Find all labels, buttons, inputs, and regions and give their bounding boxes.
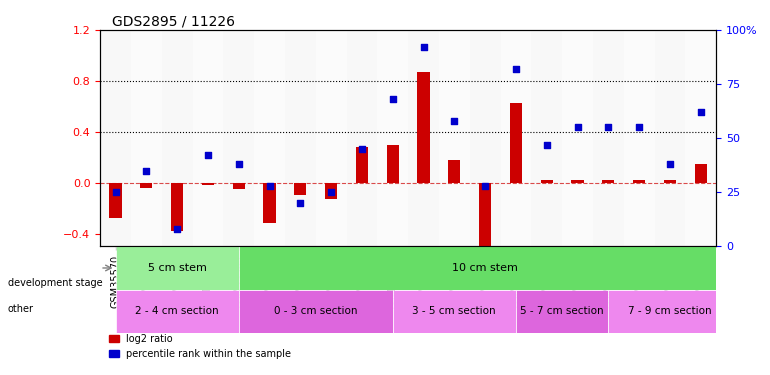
- Bar: [695, 164, 707, 183]
- Bar: [233, 183, 245, 189]
- Point: [664, 161, 676, 167]
- Bar: [239, 246, 731, 290]
- Bar: [531, 30, 562, 246]
- Text: development stage: development stage: [8, 278, 102, 288]
- Bar: [254, 30, 285, 246]
- Bar: [116, 290, 239, 333]
- Point: [448, 118, 460, 124]
- Bar: [202, 183, 214, 185]
- Bar: [439, 30, 470, 246]
- Text: 7 - 9 cm section: 7 - 9 cm section: [628, 306, 711, 316]
- Point: [541, 142, 553, 148]
- Bar: [294, 183, 306, 195]
- Bar: [470, 30, 500, 246]
- Point: [263, 183, 276, 189]
- Point: [171, 226, 183, 232]
- Bar: [316, 30, 346, 246]
- Bar: [479, 183, 491, 246]
- Bar: [685, 30, 716, 246]
- Text: 5 - 7 cm section: 5 - 7 cm section: [521, 306, 604, 316]
- Bar: [131, 30, 162, 246]
- Bar: [510, 102, 522, 183]
- Bar: [417, 72, 430, 183]
- Point: [510, 66, 522, 72]
- Bar: [654, 30, 685, 246]
- Bar: [109, 183, 122, 218]
- Point: [140, 168, 152, 174]
- Bar: [408, 30, 439, 246]
- Bar: [593, 30, 624, 246]
- Point: [202, 153, 214, 159]
- Point: [571, 124, 584, 130]
- Text: GDS2895 / 11226: GDS2895 / 11226: [112, 15, 236, 29]
- Bar: [162, 30, 192, 246]
- Bar: [356, 147, 368, 183]
- Bar: [377, 30, 408, 246]
- Bar: [500, 30, 531, 246]
- Bar: [387, 144, 399, 183]
- Bar: [571, 180, 584, 183]
- Bar: [664, 180, 676, 183]
- Bar: [116, 246, 239, 290]
- Bar: [624, 30, 654, 246]
- Bar: [393, 290, 516, 333]
- Bar: [346, 30, 377, 246]
- Bar: [239, 290, 393, 333]
- Bar: [192, 30, 223, 246]
- Point: [294, 200, 306, 206]
- Bar: [562, 30, 593, 246]
- Text: 10 cm stem: 10 cm stem: [452, 263, 518, 273]
- Point: [387, 96, 399, 102]
- Legend: log2 ratio, percentile rank within the sample: log2 ratio, percentile rank within the s…: [105, 330, 295, 363]
- Bar: [448, 160, 460, 183]
- Text: 3 - 5 cm section: 3 - 5 cm section: [413, 306, 496, 316]
- Bar: [171, 183, 183, 231]
- Bar: [140, 183, 152, 188]
- Text: 5 cm stem: 5 cm stem: [148, 263, 206, 273]
- Point: [695, 109, 707, 115]
- Point: [356, 146, 368, 152]
- Point: [633, 124, 645, 130]
- Bar: [263, 183, 276, 224]
- Bar: [608, 290, 732, 333]
- Bar: [541, 180, 553, 183]
- Bar: [516, 290, 608, 333]
- Bar: [285, 30, 316, 246]
- Point: [109, 189, 122, 195]
- Text: 2 - 4 cm section: 2 - 4 cm section: [136, 306, 219, 316]
- Bar: [602, 180, 614, 183]
- Bar: [325, 183, 337, 199]
- Bar: [223, 30, 254, 246]
- Text: other: other: [8, 304, 34, 314]
- Point: [479, 183, 491, 189]
- Bar: [633, 180, 645, 183]
- Text: 0 - 3 cm section: 0 - 3 cm section: [274, 306, 357, 316]
- Point: [602, 124, 614, 130]
- Bar: [100, 30, 131, 246]
- Point: [233, 161, 245, 167]
- Point: [325, 189, 337, 195]
- Point: [417, 44, 430, 50]
